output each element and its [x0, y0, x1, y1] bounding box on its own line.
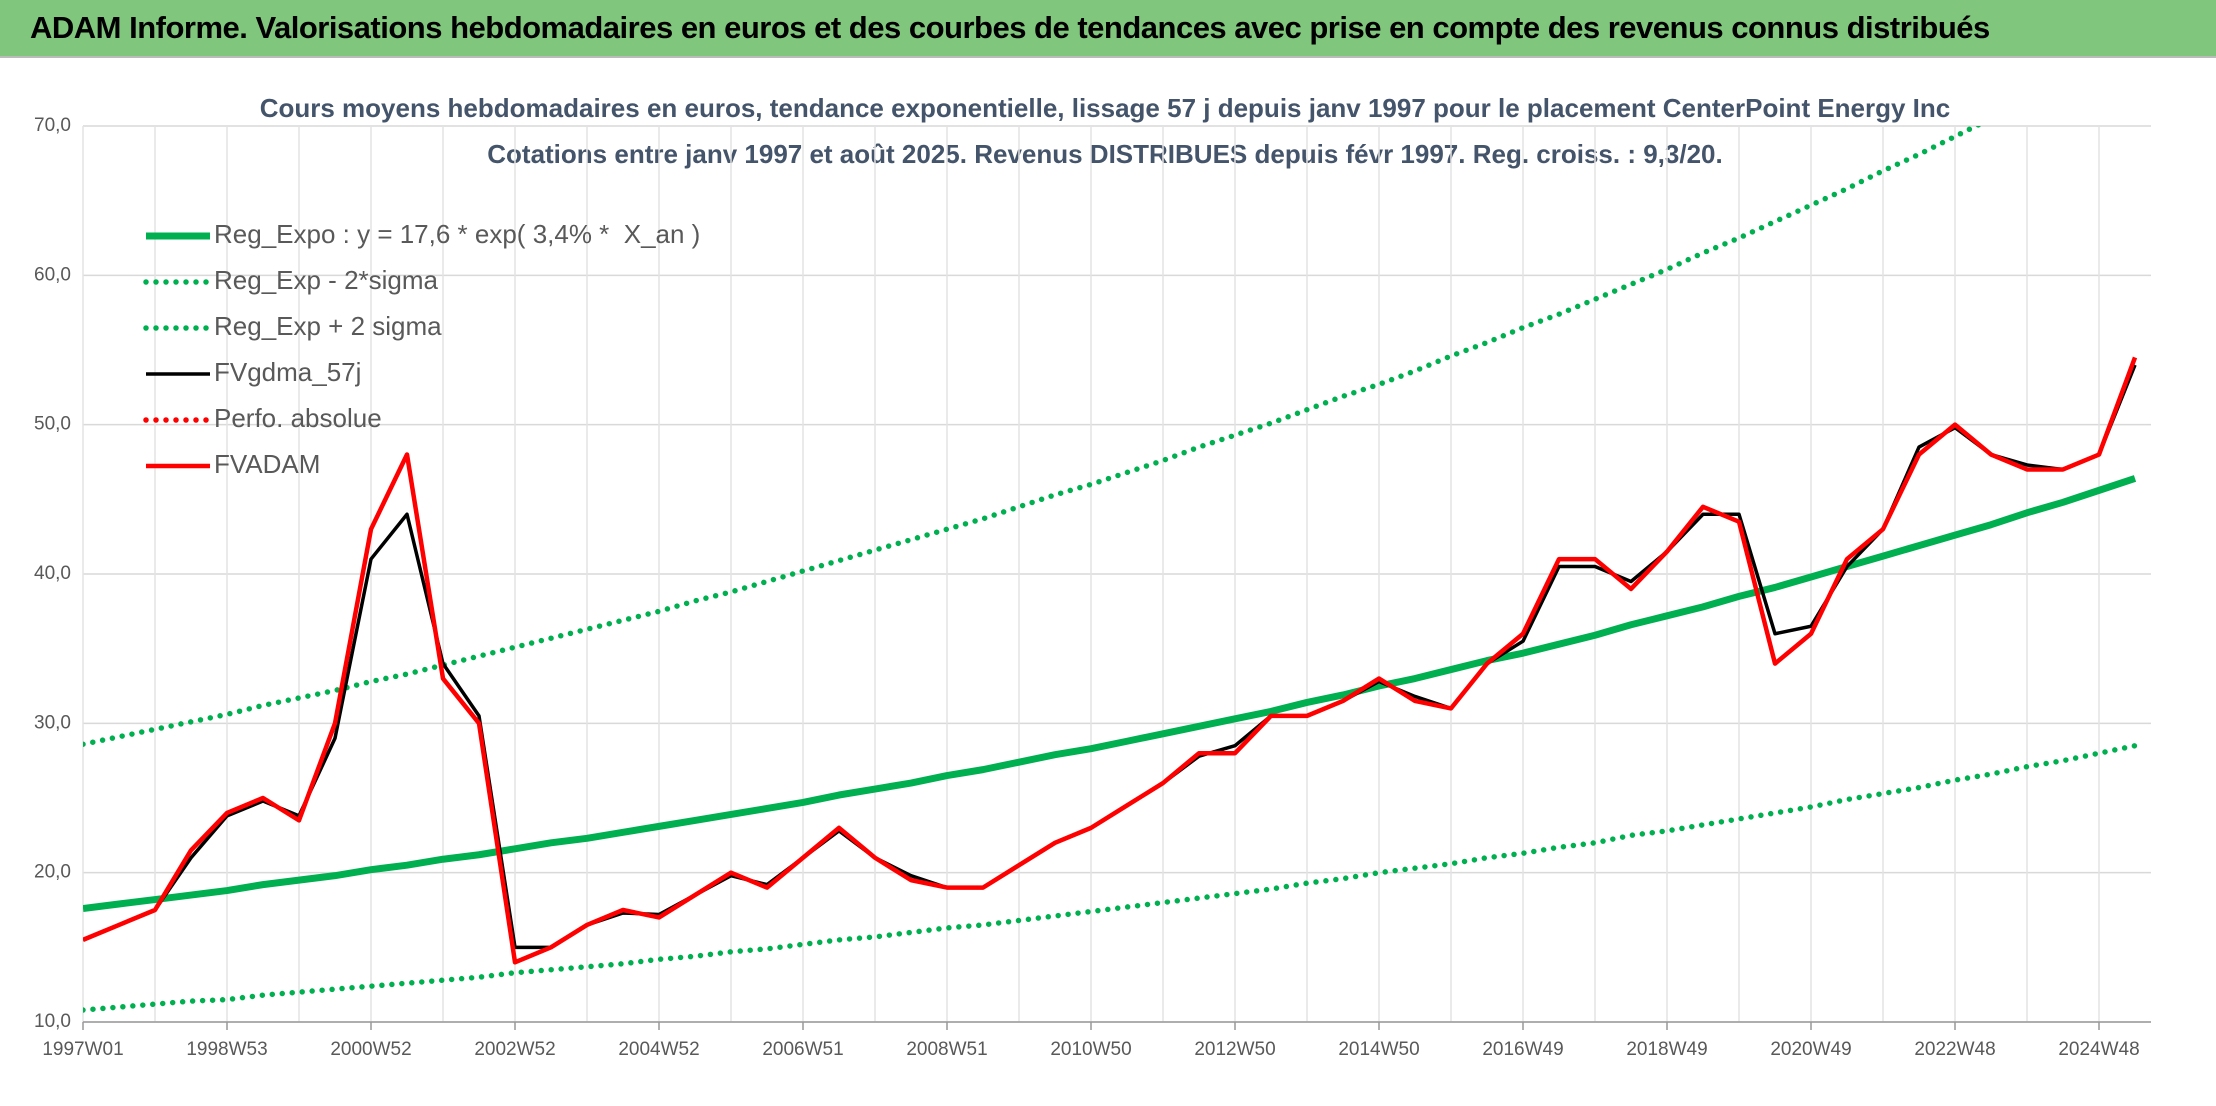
chart-title: Cours moyens hebdomadaires en euros, ten… — [260, 93, 1951, 123]
series-line — [83, 475, 2137, 912]
y-tick-label: 40,0 — [34, 563, 71, 584]
y-tick-label: 60,0 — [34, 264, 71, 285]
y-tick-label: 30,0 — [34, 712, 71, 733]
x-tick-label: 2022W48 — [1914, 1039, 1995, 1060]
x-tick-label: 2018W49 — [1626, 1039, 1707, 1060]
x-tick-label: 1998W53 — [186, 1039, 267, 1060]
y-tick-label: 50,0 — [34, 414, 71, 435]
x-tick-label: 2006W51 — [762, 1039, 843, 1060]
header-bar: ADAM Informe. Valorisations hebdomadaire… — [0, 0, 2216, 58]
chart: Cours moyens hebdomadaires en euros, ten… — [34, 93, 2151, 1060]
series-line — [83, 126, 1983, 747]
series-line — [83, 742, 2138, 1013]
x-tick-label: 2014W50 — [1338, 1039, 1419, 1060]
x-tick-label: 2016W49 — [1482, 1039, 1563, 1060]
x-tick-label: 2004W52 — [618, 1039, 699, 1060]
series-line — [83, 364, 2137, 950]
legend-label: Perfo. absolue — [214, 403, 382, 433]
y-tick-label: 20,0 — [34, 862, 71, 883]
x-tick-label: 2012W50 — [1194, 1039, 1275, 1060]
x-tick-label: 2020W49 — [1770, 1039, 1851, 1060]
legend-label: FVADAM — [214, 449, 320, 479]
x-tick-label: 2010W50 — [1050, 1039, 1131, 1060]
chart-subtitle: Cotations entre janv 1997 et août 2025. … — [487, 139, 1722, 169]
x-tick-label: 2000W52 — [330, 1039, 411, 1060]
x-tick-label: 1997W01 — [42, 1039, 123, 1060]
legend-label: Reg_Expo : y = 17,6 * exp( 3,4% * X_an ) — [214, 219, 700, 249]
x-tick-label: 2024W48 — [2058, 1039, 2139, 1060]
plot-area — [83, 126, 2138, 1013]
series-line — [83, 356, 2138, 965]
y-tick-label: 10,0 — [34, 1011, 71, 1032]
x-tick-label: 2002W52 — [474, 1039, 555, 1060]
header-title: ADAM Informe. Valorisations hebdomadaire… — [30, 10, 1990, 45]
legend-label: FVgdma_57j — [214, 357, 361, 387]
y-tick-label: 70,0 — [34, 115, 71, 136]
legend-label: Reg_Exp + 2 sigma — [214, 311, 442, 341]
x-tick-label: 2008W51 — [906, 1039, 987, 1060]
legend-label: Reg_Exp - 2*sigma — [214, 265, 439, 295]
